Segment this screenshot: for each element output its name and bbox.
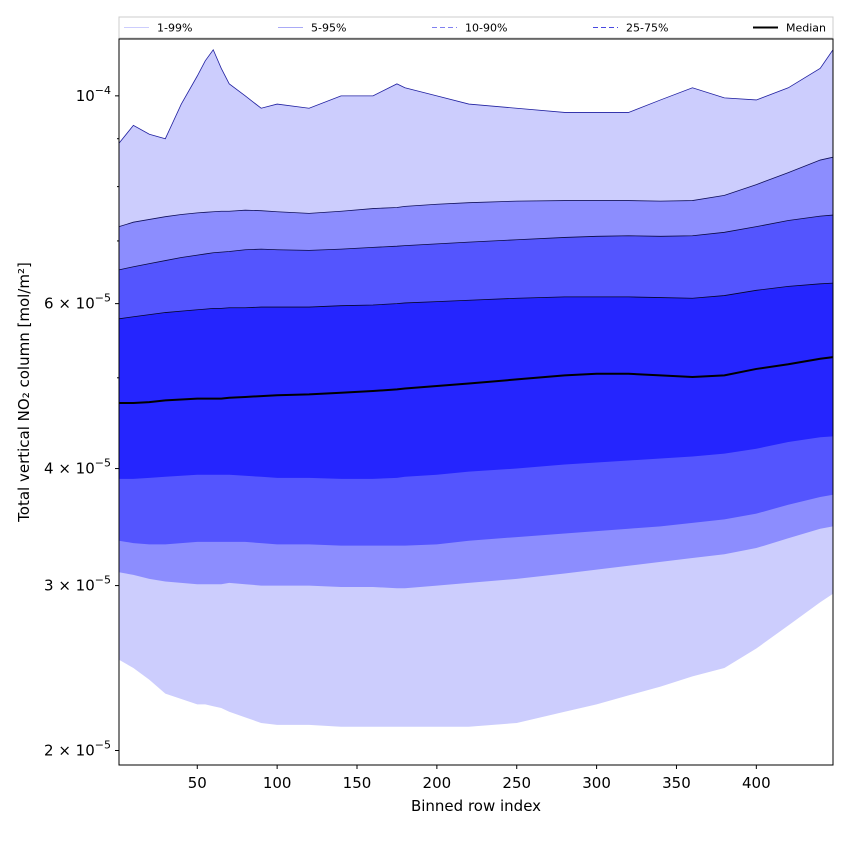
- x-tick-label: 350: [662, 774, 691, 792]
- legend-label: 25-75%: [626, 22, 668, 35]
- y-tick-label: 3 × 10−5: [44, 574, 111, 595]
- y-tick-label: 2 × 10−5: [44, 739, 111, 760]
- x-axis-label: Binned row index: [411, 797, 541, 815]
- band-25-75%: [119, 283, 833, 479]
- band-upper-edge: [118, 282, 834, 320]
- band-upper-edge: [118, 156, 834, 228]
- x-tick-label: 100: [263, 774, 292, 792]
- legend-label: 10-90%: [465, 22, 507, 35]
- median-line: [119, 356, 834, 404]
- y-tick-label: 10−4: [76, 84, 111, 105]
- legend: 1-99% 5-95% 10-90% 25-75% Median: [118, 16, 834, 39]
- y-tick-label: 4 × 10−5: [44, 457, 111, 478]
- plot-frame: [118, 38, 834, 766]
- legend-label: Median: [786, 22, 826, 35]
- percentile-bands: [118, 48, 834, 727]
- legend-label: 1-99%: [157, 22, 192, 35]
- x-tick-label: 150: [343, 774, 372, 792]
- median-series: [119, 356, 834, 404]
- band-upper-edge: [118, 48, 834, 144]
- x-tick-label: 300: [582, 774, 611, 792]
- y-axis: 2 × 10−5 3 × 10−5 4 × 10−5 6 × 10−5 10−4: [44, 84, 119, 760]
- y-axis-label: Total vertical NO₂ column [mol/m²]: [15, 262, 33, 523]
- x-tick-label: 250: [502, 774, 531, 792]
- legend-box: [118, 16, 834, 39]
- x-tick-label: 200: [423, 774, 452, 792]
- legend-label: 5-95%: [311, 22, 346, 35]
- x-tick-label: 50: [188, 774, 207, 792]
- y-tick-label: 6 × 10−5: [44, 292, 111, 313]
- x-tick-label: 400: [742, 774, 771, 792]
- x-axis: 50 100 150 200 250 300 350 400: [188, 765, 771, 792]
- band-upper-edge: [118, 214, 834, 271]
